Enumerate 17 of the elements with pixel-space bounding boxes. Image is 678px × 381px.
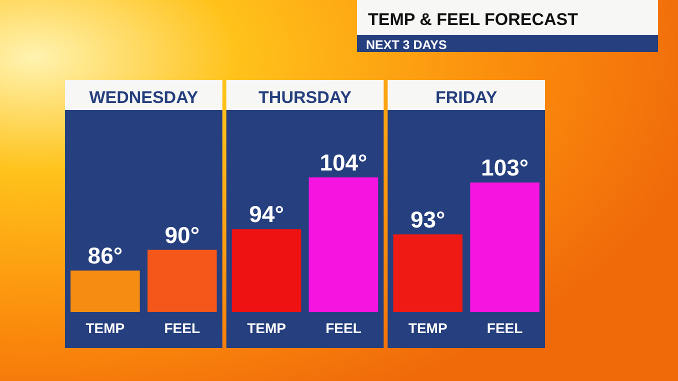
chart-title: FRIDAY [435, 88, 498, 107]
x-tick-label: FEEL [164, 320, 200, 336]
data-label: 93° [410, 206, 446, 232]
x-tick-label: FEEL [326, 320, 362, 336]
chart-title: WEDNESDAY [89, 88, 199, 107]
text: NEXT 3 DAYS [366, 38, 447, 52]
x-tick-label: FEEL [486, 320, 524, 336]
x-tick-label: TEMP [86, 320, 125, 336]
chart-title: THURSDAY [258, 88, 352, 107]
text: TEMP & FEEL FORECAST [368, 10, 579, 29]
x-tick-label: TEMP [408, 320, 448, 336]
data-label: 104° [320, 149, 368, 176]
x-tick-label: TEMP [247, 320, 286, 336]
data-label: 103° [481, 154, 529, 181]
data-label: 94° [249, 201, 284, 228]
data-label: 86° [88, 242, 123, 269]
data-label: 90° [164, 222, 200, 248]
